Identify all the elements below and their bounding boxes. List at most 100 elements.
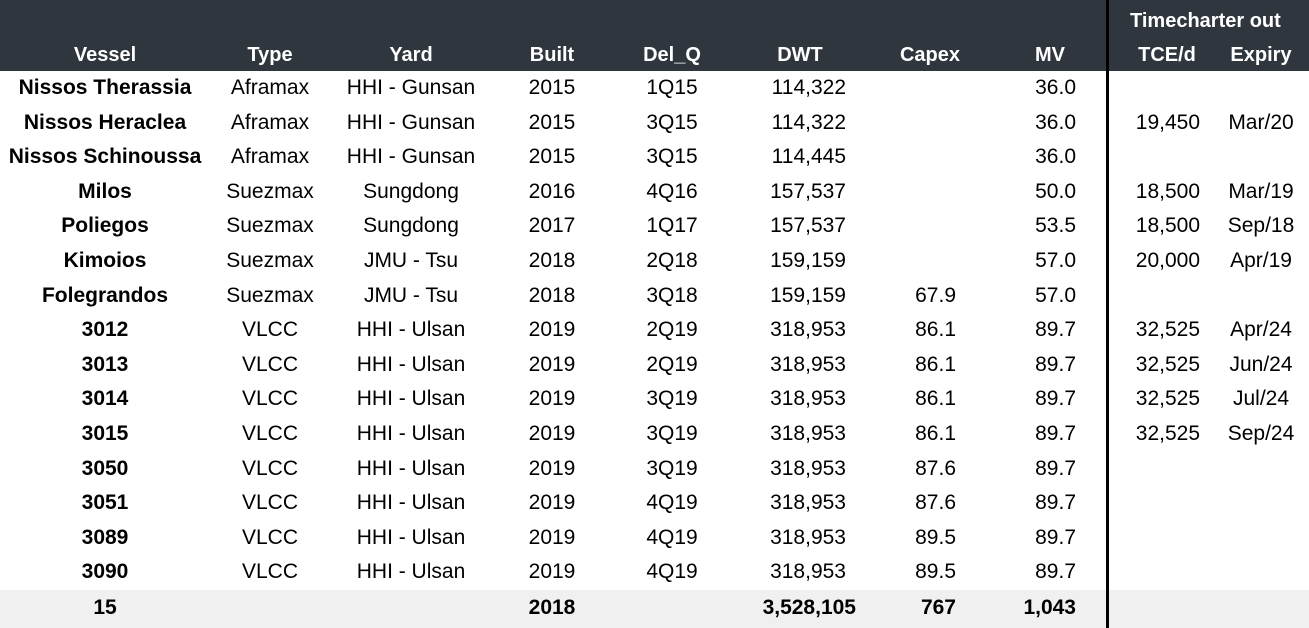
mv-cell: 57.0 bbox=[1035, 248, 1076, 272]
delq-cell: 4Q16 bbox=[646, 179, 698, 203]
dwt-cell: 159,159 bbox=[770, 283, 846, 307]
yard-cell: HHI - Ulsan bbox=[356, 456, 466, 480]
yard-cell: HHI - Gunsan bbox=[346, 145, 476, 169]
mv-cell: 89.7 bbox=[1035, 456, 1076, 480]
built-cell: 2019 bbox=[528, 387, 576, 411]
built-cell: 2019 bbox=[528, 456, 576, 480]
capex-cell: 87.6 bbox=[915, 456, 956, 480]
tce-cell: 32,525 bbox=[1135, 352, 1200, 376]
built-cell: 2015 bbox=[528, 76, 576, 99]
yard-cell: HHI - Gunsan bbox=[346, 110, 476, 134]
dwt-cell: 318,953 bbox=[770, 318, 846, 342]
vessel-cell: 3090 bbox=[81, 560, 129, 584]
type-cell: VLCC bbox=[241, 318, 299, 342]
type-cell: VLCC bbox=[241, 491, 299, 515]
delq-cell: 3Q15 bbox=[646, 110, 698, 134]
yard-cell: HHI - Ulsan bbox=[356, 491, 466, 515]
yard-cell: HHI - Ulsan bbox=[356, 387, 466, 411]
built-cell: 2015 bbox=[528, 145, 576, 169]
type-cell: Aframax bbox=[230, 145, 310, 169]
tce-cell: 32,525 bbox=[1135, 421, 1200, 445]
mv-cell: 89.7 bbox=[1035, 421, 1076, 445]
table-header: Timecharter out Vessel Type Yard Built D… bbox=[0, 0, 1309, 71]
capex-cell: 89.5 bbox=[915, 525, 956, 549]
yard-cell: Sungdong bbox=[363, 214, 459, 238]
type-cell: Aframax bbox=[230, 76, 310, 99]
type-column-header: Type bbox=[247, 44, 293, 66]
table-row: Nissos Heraclea Aframax HHI - Gunsan 2015 3Q… bbox=[0, 106, 1309, 141]
mv-cell: 50.0 bbox=[1035, 179, 1076, 203]
vessel-cell: Folegrandos bbox=[41, 283, 168, 307]
tce-cell: 20,000 bbox=[1135, 248, 1200, 272]
table-row: 3051 VLCC HHI - Ulsan 2019 4Q19 318,953 87.6 89… bbox=[0, 486, 1309, 521]
mv-cell: 89.7 bbox=[1035, 560, 1076, 584]
mv-cell: 36.0 bbox=[1035, 76, 1076, 99]
table-row: Nissos Schinoussa Aframax HHI - Gunsan 2015… bbox=[0, 140, 1309, 175]
delq-cell: 1Q17 bbox=[646, 214, 698, 238]
built-cell: 2019 bbox=[528, 318, 576, 342]
capex-cell: 86.1 bbox=[915, 421, 956, 445]
dwt-cell: 318,953 bbox=[770, 456, 846, 480]
built-cell: 2019 bbox=[528, 421, 576, 445]
built-cell: 2018 bbox=[528, 248, 576, 272]
delq-cell: 3Q19 bbox=[646, 387, 698, 411]
expiry-cell: Apr/19 bbox=[1230, 248, 1292, 272]
type-cell: VLCC bbox=[241, 352, 299, 376]
dwt-cell: 318,953 bbox=[770, 491, 846, 515]
capex-cell: 86.1 bbox=[915, 387, 956, 411]
yard-cell: HHI - Ulsan bbox=[356, 352, 466, 376]
table-row: Nissos Therassia Aframax HHI - Gunsan 2015 1… bbox=[0, 71, 1309, 106]
dwt-cell: 114,445 bbox=[771, 145, 846, 169]
total-built-average: 2018 bbox=[528, 596, 576, 619]
tce-cell: 32,525 bbox=[1135, 318, 1200, 342]
delq-cell: 3Q19 bbox=[646, 421, 698, 445]
expiry-cell: Jul/24 bbox=[1232, 387, 1290, 411]
timecharter-out-header: Timecharter out bbox=[1130, 10, 1281, 32]
delq-cell: 3Q15 bbox=[646, 145, 698, 169]
capex-cell: 87.6 bbox=[915, 491, 956, 515]
dwt-cell: 318,953 bbox=[770, 352, 846, 376]
capex-column-header: Capex bbox=[899, 44, 961, 66]
delq-cell: 2Q18 bbox=[646, 248, 698, 272]
mv-cell: 89.7 bbox=[1035, 525, 1076, 549]
dwt-cell: 157,537 bbox=[770, 214, 846, 238]
delq-column-header: Del_Q bbox=[643, 44, 701, 66]
type-cell: VLCC bbox=[241, 456, 299, 480]
total-capex: 767 bbox=[920, 596, 956, 619]
total-mv: 1,043 bbox=[1023, 596, 1076, 619]
expiry-column-header: Expiry bbox=[1230, 44, 1292, 66]
vessel-cell: Poliegos bbox=[61, 214, 149, 238]
mv-cell: 57.0 bbox=[1035, 283, 1076, 307]
capex-cell: 67.9 bbox=[915, 283, 956, 307]
type-cell: VLCC bbox=[241, 525, 299, 549]
type-cell: VLCC bbox=[241, 387, 299, 411]
mv-cell: 89.7 bbox=[1035, 318, 1076, 342]
expiry-cell: Sep/24 bbox=[1227, 421, 1295, 445]
table-row: Milos Suezmax Sungdong 2016 4Q16 157,537 50.0 1… bbox=[0, 175, 1309, 210]
vessel-cell: 3050 bbox=[81, 456, 129, 480]
built-cell: 2018 bbox=[528, 283, 576, 307]
built-cell: 2017 bbox=[528, 214, 576, 238]
vessel-cell: 3015 bbox=[81, 421, 129, 445]
mv-cell: 36.0 bbox=[1035, 145, 1076, 169]
yard-cell: JMU - Tsu bbox=[363, 248, 459, 272]
expiry-cell: Apr/24 bbox=[1230, 318, 1292, 342]
dwt-cell: 318,953 bbox=[770, 421, 846, 445]
mv-cell: 89.7 bbox=[1035, 491, 1076, 515]
mv-cell: 89.7 bbox=[1035, 352, 1076, 376]
expiry-cell: Mar/20 bbox=[1228, 110, 1294, 134]
expiry-cell: Sep/18 bbox=[1227, 214, 1295, 238]
delq-cell: 4Q19 bbox=[646, 560, 698, 584]
built-cell: 2016 bbox=[528, 179, 576, 203]
tce-cell: 32,525 bbox=[1135, 387, 1200, 411]
vessel-cell: 3089 bbox=[81, 525, 129, 549]
expiry-cell: Jun/24 bbox=[1229, 352, 1293, 376]
table-body: Nissos Therassia Aframax HHI - Gunsan 2015 1… bbox=[0, 71, 1309, 590]
delq-cell: 3Q18 bbox=[646, 283, 698, 307]
built-column-header: Built bbox=[529, 44, 575, 66]
yard-cell: HHI - Ulsan bbox=[356, 525, 466, 549]
vessel-column-header: Vessel bbox=[73, 44, 137, 66]
table-row: Folegrandos Suezmax JMU - Tsu 2018 3Q18 159,1… bbox=[0, 279, 1309, 314]
table-row: 3050 VLCC HHI - Ulsan 2019 3Q19 318,953 87.6 89… bbox=[0, 452, 1309, 487]
delq-cell: 2Q19 bbox=[646, 352, 698, 376]
